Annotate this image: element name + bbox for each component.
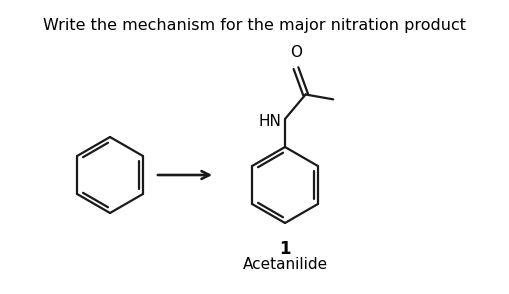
Text: Acetanilide: Acetanilide	[242, 257, 328, 272]
Text: HN: HN	[258, 113, 281, 128]
Text: O: O	[290, 45, 302, 60]
Text: 1: 1	[279, 240, 291, 258]
Text: Write the mechanism for the major nitration product: Write the mechanism for the major nitrat…	[43, 18, 466, 33]
